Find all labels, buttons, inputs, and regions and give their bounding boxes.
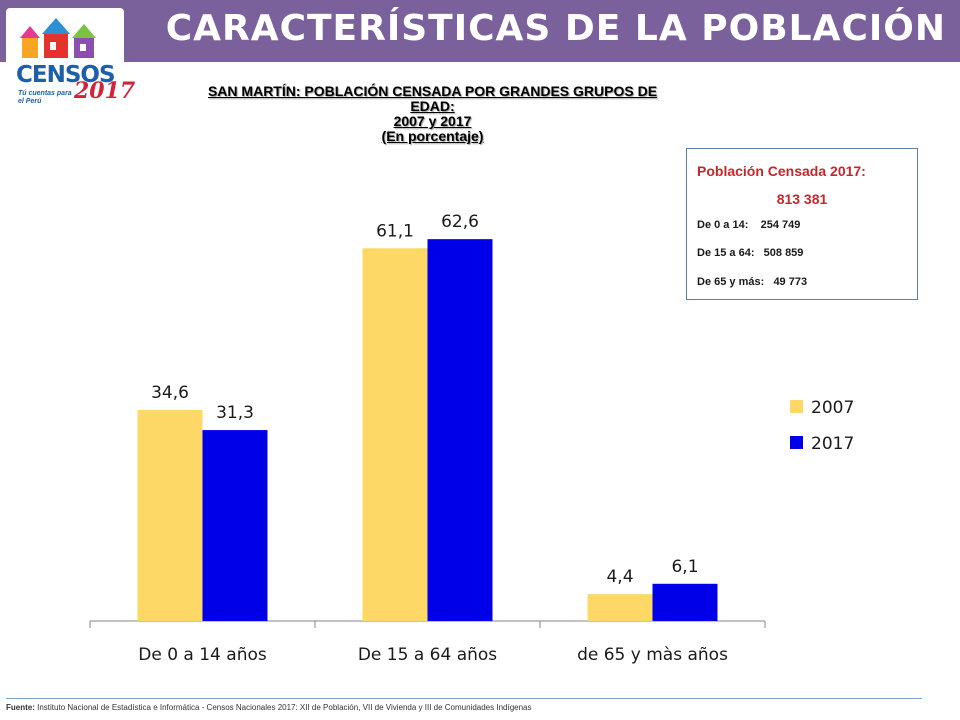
bar-2017: [652, 583, 718, 621]
chart-title: SAN MARTÍN: POBLACIÓN CENSADA POR GRANDE…: [140, 84, 725, 144]
x-tick-label: De 0 a 14 años: [138, 645, 267, 665]
source-label: Fuente:: [6, 703, 35, 712]
info-row: De 15 a 64: 508 859: [697, 247, 803, 259]
info-row-label: De 0 a 14:: [697, 219, 749, 231]
source-note: Fuente: Instituto Nacional de Estadístic…: [6, 703, 532, 712]
info-row: De 65 y más: 49 773: [697, 276, 807, 288]
population-info-box: Población Censada 2017: 813 381 De 0 a 1…: [686, 148, 918, 300]
chart-title-line: SAN MARTÍN: POBLACIÓN CENSADA POR GRANDE…: [207, 83, 658, 99]
info-row-label: De 65 y más:: [697, 276, 765, 288]
bar-2007: [587, 594, 653, 621]
bar-2007: [137, 409, 203, 621]
x-tick-label: de 65 y màs años: [577, 645, 728, 665]
data-label: 4,4: [606, 567, 633, 587]
logo-year: 2017: [74, 78, 136, 104]
bar-2017: [202, 430, 268, 621]
data-label: 34,6: [151, 383, 189, 403]
footer-divider: [6, 698, 922, 699]
page-title: CARACTERÍSTICAS DE LA POBLACIÓN: [165, 8, 946, 49]
legend-label: 2017: [811, 434, 854, 454]
chart-title-line: EDAD:: [410, 98, 455, 114]
chart-title-line: 2007 y 2017: [393, 113, 472, 129]
data-label: 31,3: [216, 403, 254, 423]
info-total: 813 381: [776, 191, 828, 207]
logo-houses-icon: [20, 18, 96, 58]
logo-name: CENSOS: [16, 62, 116, 88]
logo-tagline: Tú cuentas para el Perú: [18, 90, 72, 105]
x-tick-label: De 15 a 64 años: [358, 645, 497, 665]
legend-swatch-2017: [790, 436, 803, 449]
data-label: 61,1: [376, 221, 414, 241]
bar-2007: [362, 248, 428, 622]
chart-title-line: (En porcentaje): [381, 128, 484, 144]
legend-label: 2007: [811, 398, 854, 418]
data-label: 6,1: [671, 557, 698, 577]
info-row-value: 49 773: [773, 276, 808, 288]
info-row-label: De 15 a 64:: [697, 247, 755, 259]
source-text: Instituto Nacional de Estadística e Info…: [37, 703, 532, 712]
info-row-value: 508 859: [763, 247, 804, 259]
bar-2017: [427, 239, 493, 621]
censos-logo: CENSOS 2017 Tú cuentas para el Perú: [6, 8, 135, 108]
info-row: De 0 a 14: 254 749: [697, 219, 800, 231]
header-band: CARACTERÍSTICAS DE LA POBLACIÓN: [0, 0, 960, 62]
info-heading: Población Censada 2017:: [697, 163, 866, 179]
info-row-value: 254 749: [760, 219, 801, 231]
data-label: 62,6: [441, 212, 479, 232]
legend-swatch-2007: [790, 400, 803, 413]
